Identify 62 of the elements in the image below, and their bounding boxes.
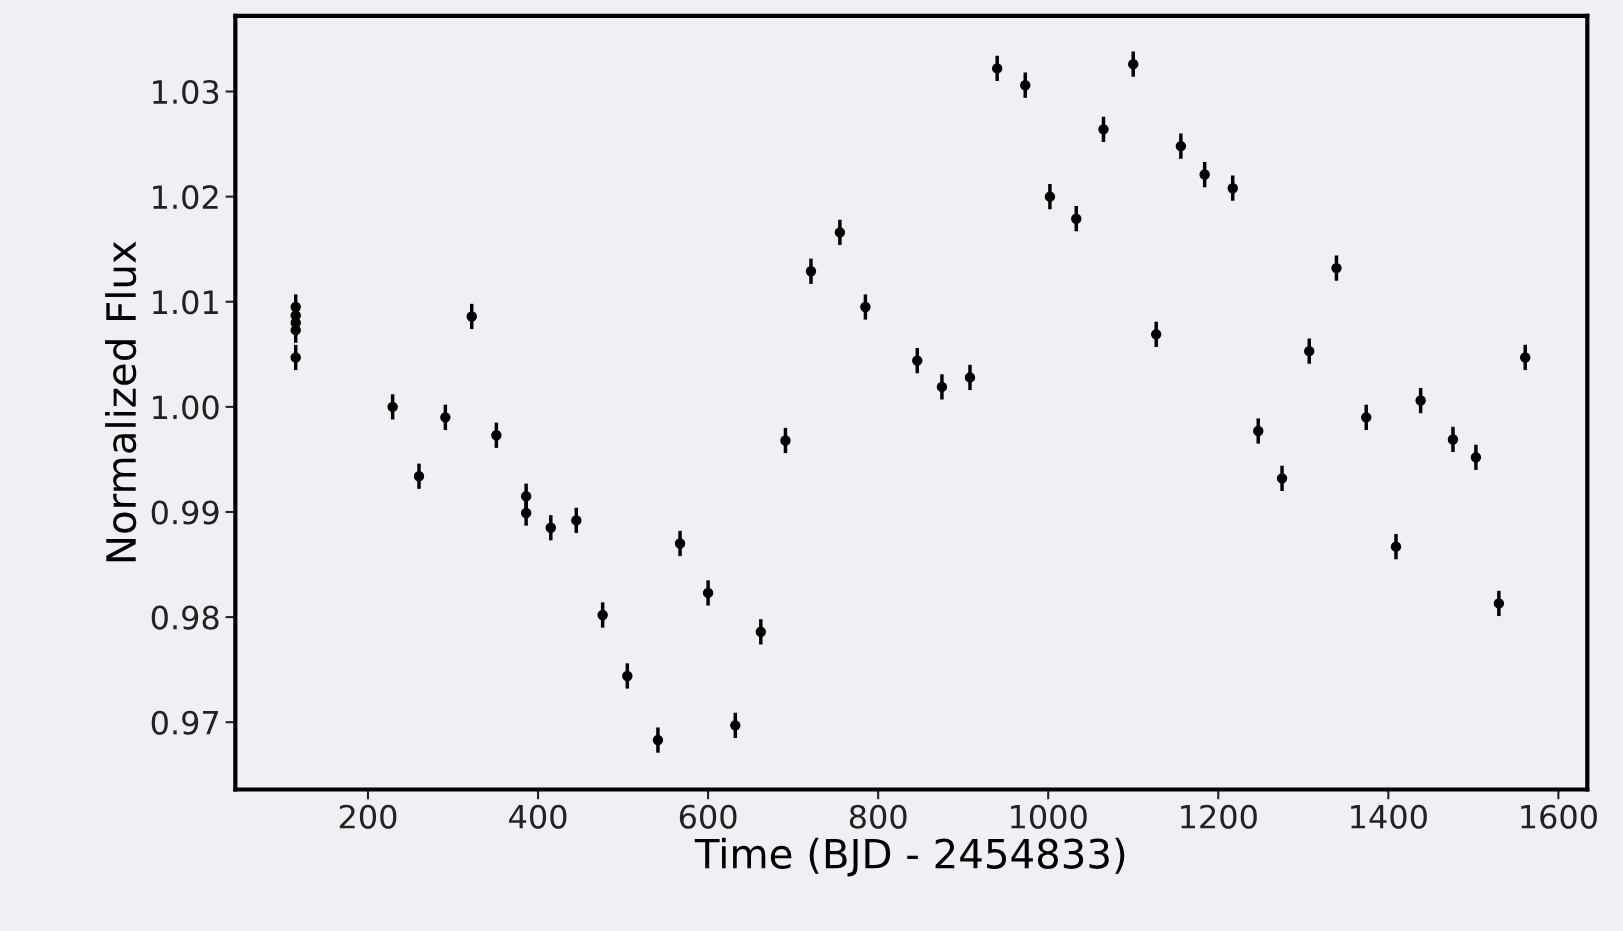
point	[755, 626, 767, 638]
point	[702, 587, 714, 599]
point	[1227, 183, 1238, 194]
point	[674, 538, 686, 549]
x-tick-label: 400	[509, 804, 567, 829]
point	[290, 352, 301, 363]
x-tick-label: 1200	[1181, 804, 1257, 829]
point	[652, 734, 664, 746]
point	[520, 491, 532, 502]
y-tick-label: 0.98	[151, 605, 219, 630]
point	[1253, 425, 1264, 437]
point	[1276, 473, 1288, 484]
point	[1361, 412, 1372, 423]
y-axis-title: Normalized Flux	[105, 241, 137, 562]
y-tick-label: 1.03	[153, 79, 219, 105]
point	[1150, 329, 1162, 340]
point	[520, 507, 532, 519]
point	[466, 311, 477, 322]
point	[1199, 169, 1210, 180]
point	[912, 355, 923, 366]
x-axis-title: Time (BJD - 2454833)	[694, 837, 1125, 877]
point	[571, 515, 582, 526]
x-tick-label: 600	[679, 804, 737, 829]
point	[1175, 140, 1187, 152]
point	[964, 372, 976, 383]
point	[1071, 213, 1082, 224]
point	[860, 301, 871, 313]
point	[936, 381, 948, 393]
point	[1128, 58, 1139, 70]
point	[413, 471, 425, 482]
point	[545, 522, 557, 533]
point	[1098, 124, 1109, 135]
point	[387, 401, 398, 413]
y-tick-label: 1.01	[153, 290, 218, 315]
point	[1447, 434, 1459, 445]
point	[1390, 541, 1402, 552]
point	[1044, 191, 1056, 202]
x-tick-label: 1400	[1351, 804, 1427, 829]
point	[805, 266, 817, 277]
y-tick-label: 1.00	[153, 395, 219, 420]
point	[1020, 79, 1031, 91]
point	[834, 227, 846, 238]
y-tick-label: 0.97	[151, 710, 219, 735]
point	[991, 63, 1003, 74]
x-tick-label: 200	[339, 804, 397, 829]
point	[1493, 598, 1505, 609]
point	[597, 609, 608, 621]
x-tick-label: 800	[849, 804, 907, 829]
x-tick-label: 1000	[1011, 804, 1087, 829]
point	[1520, 352, 1531, 363]
point	[491, 430, 502, 441]
point	[440, 412, 451, 423]
point	[622, 670, 633, 682]
y-tick-label: 0.99	[151, 500, 219, 525]
point	[1331, 262, 1342, 274]
point	[1304, 345, 1315, 357]
point	[1415, 395, 1426, 406]
y-tick-label: 1.02	[153, 185, 218, 210]
x-tick-label: 1600	[1521, 804, 1597, 829]
point	[780, 435, 791, 446]
point	[730, 720, 741, 731]
point	[1470, 452, 1482, 463]
